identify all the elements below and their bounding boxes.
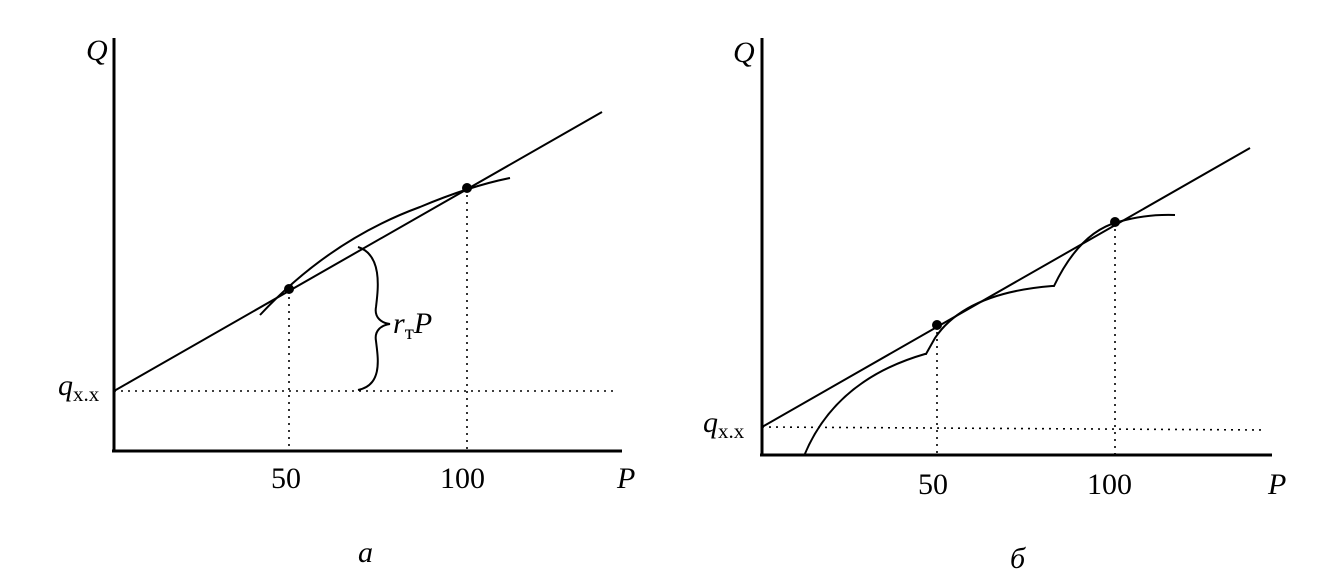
y-label-b: Q xyxy=(733,36,755,69)
point-50-a xyxy=(284,284,294,294)
intercept-label-b: qх.х xyxy=(703,406,745,443)
brace-a xyxy=(357,246,391,391)
x-label-a: P xyxy=(616,462,635,495)
panel-label-a: а xyxy=(358,536,373,569)
intercept-label-a: qх.х xyxy=(58,369,100,406)
y-label-a: Q xyxy=(86,34,108,67)
scalloped-curve-b xyxy=(803,213,1176,457)
point-100-b xyxy=(1110,217,1120,227)
panel-label-b: б xyxy=(1010,542,1026,575)
curve-a xyxy=(259,177,511,316)
tick-50-a: 50 xyxy=(271,462,301,495)
intercept-guide-b xyxy=(761,426,1265,431)
x-label-b: P xyxy=(1267,468,1286,501)
tick-100-a: 100 xyxy=(440,462,485,495)
straight-line-a xyxy=(113,111,603,392)
point-50-b xyxy=(932,320,942,330)
panel-a: Q P 50 100 qх.х rтP а xyxy=(58,34,635,569)
point-100-a xyxy=(462,183,472,193)
tick-50-b: 50 xyxy=(918,468,948,501)
tick-100-b: 100 xyxy=(1087,468,1132,501)
panel-b: Q P 50 100 qх.х б xyxy=(703,36,1286,575)
straight-line-b xyxy=(761,147,1251,428)
annotation-rtp: rтP xyxy=(393,307,432,344)
